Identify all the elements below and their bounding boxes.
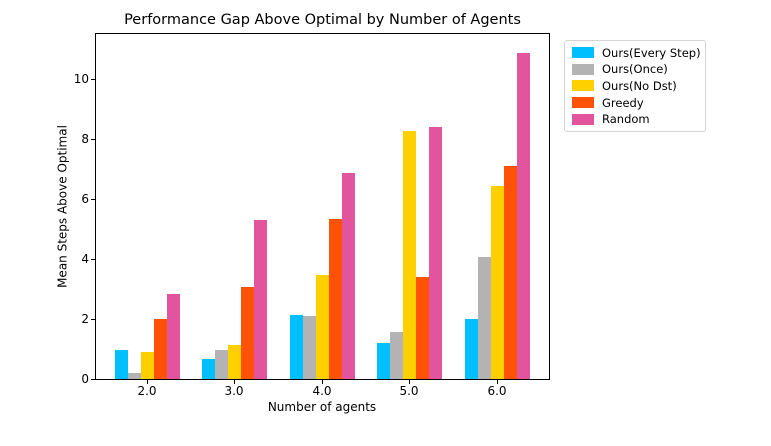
legend-item: Ours(No Dst) — [565, 78, 705, 94]
legend-label: Random — [602, 112, 650, 127]
bar-ours-no-dst--2.0 — [140, 352, 154, 379]
x-tick-label: 4.0 — [312, 384, 332, 398]
y-tick-mark — [91, 198, 95, 200]
bar-greedy-5.0 — [415, 276, 429, 379]
bar-random-2.0 — [166, 294, 180, 379]
bar-random-5.0 — [428, 126, 442, 379]
legend-label: Ours(Once) — [602, 62, 668, 77]
legend-label: Greedy — [602, 95, 644, 110]
bar-ours-no-dst--4.0 — [315, 274, 329, 379]
bar-random-3.0 — [253, 220, 267, 379]
y-tick-mark — [91, 378, 95, 380]
chart-title: Performance Gap Above Optimal by Number … — [124, 12, 521, 28]
y-tick-label: 4 — [81, 251, 89, 266]
bar-greedy-2.0 — [153, 319, 167, 379]
bar-ours-once--6.0 — [477, 256, 491, 379]
bar-ours-every-step--6.0 — [464, 319, 478, 379]
y-tick-label: 6 — [81, 191, 89, 206]
legend-item: Ours(Every Step) — [565, 45, 705, 61]
x-tick-mark — [408, 380, 410, 384]
y-tick-label: 10 — [73, 71, 89, 86]
y-tick-label: 8 — [81, 131, 89, 146]
legend-item: Ours(Once) — [565, 61, 705, 77]
plot-area — [95, 33, 550, 380]
bar-random-4.0 — [341, 173, 355, 379]
bar-ours-no-dst--6.0 — [490, 185, 504, 379]
bar-ours-once--2.0 — [127, 372, 141, 379]
bar-ours-once--5.0 — [389, 331, 403, 379]
y-tick-mark — [91, 258, 95, 260]
legend-swatch-greedy — [572, 97, 594, 109]
x-tick-label: 3.0 — [224, 384, 244, 398]
bar-greedy-4.0 — [328, 219, 342, 379]
bar-ours-once--4.0 — [302, 316, 316, 379]
bar-ours-no-dst--3.0 — [227, 344, 241, 379]
legend-swatch-ours-once- — [572, 63, 594, 75]
legend-swatch-ours-every-step- — [572, 47, 594, 59]
bar-ours-every-step--4.0 — [289, 314, 303, 379]
x-tick-mark — [146, 380, 148, 384]
bar-ours-every-step--3.0 — [201, 358, 215, 379]
legend: Ours(Every Step) Ours(Once) Ours(No Dst) Gr… — [564, 40, 706, 132]
x-tick-label: 5.0 — [399, 384, 419, 398]
y-tick-mark — [91, 138, 95, 140]
bar-ours-no-dst--5.0 — [402, 130, 416, 379]
x-tick-label: 6.0 — [487, 384, 507, 398]
bar-random-6.0 — [516, 52, 530, 379]
bar-ours-every-step--2.0 — [114, 349, 128, 379]
x-tick-mark — [496, 380, 498, 384]
y-tick-mark — [91, 318, 95, 320]
legend-item: Greedy — [565, 95, 705, 111]
x-axis-label: Number of agents — [267, 400, 377, 414]
x-tick-mark — [233, 380, 235, 384]
legend-label: Ours(Every Step) — [602, 45, 701, 60]
bar-greedy-3.0 — [240, 286, 254, 379]
legend-swatch-ours-no-dst- — [572, 80, 594, 92]
legend-item: Random — [565, 111, 705, 127]
x-tick-label: 2.0 — [137, 384, 157, 398]
legend-label: Ours(No Dst) — [602, 78, 677, 93]
y-tick-mark — [91, 78, 95, 80]
bar-greedy-6.0 — [503, 165, 517, 379]
legend-swatch-random — [572, 113, 594, 125]
x-tick-mark — [321, 380, 323, 384]
y-tick-label: 2 — [81, 311, 89, 326]
bar-ours-every-step--5.0 — [376, 343, 390, 379]
y-tick-label: 0 — [81, 371, 89, 386]
bar-ours-once--3.0 — [214, 349, 228, 379]
